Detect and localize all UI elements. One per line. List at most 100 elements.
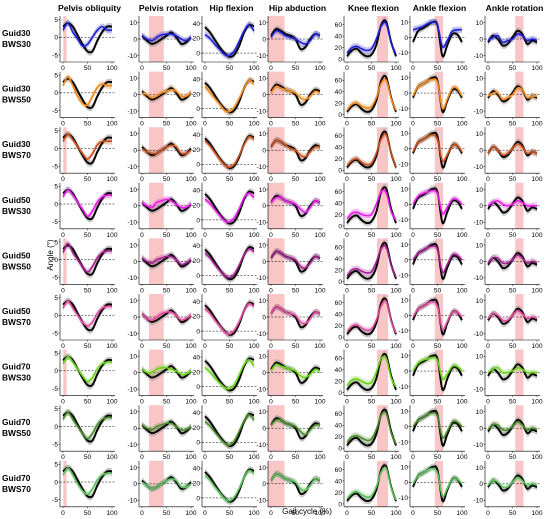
x-tick-label: 0 (140, 65, 144, 72)
x-tick-label: 0 (269, 399, 273, 406)
y-tick-label: 5 (54, 295, 58, 302)
phase-band (63, 349, 67, 396)
x-tick-label: 50 (163, 65, 171, 72)
panel: 50-50 50 100 (52, 71, 118, 128)
panel: 100-100 50 100 (127, 238, 197, 294)
y-tick-label: -10 (127, 275, 137, 282)
x-tick-label: 100 (248, 454, 259, 461)
series-line (346, 299, 397, 334)
series-spread (413, 298, 462, 334)
reference-spread (347, 239, 396, 282)
y-tick-label: -10 (473, 275, 483, 282)
y-tick-label: -10 (256, 442, 266, 449)
y-tick-label: 10 (401, 298, 409, 305)
phase-band (377, 71, 388, 118)
reference-line (270, 83, 321, 106)
x-tick-label: 0 (140, 399, 144, 406)
panel: 100-100 50 100 (473, 16, 543, 72)
x-tick-label: 50 (163, 176, 171, 183)
y-tick-label: 40 (193, 188, 201, 195)
series-line (412, 467, 463, 498)
y-tick-label: 10 (401, 186, 409, 193)
y-tick-label: 20 (193, 258, 201, 265)
x-tick-label: 50 (368, 65, 376, 72)
y-tick-label: 5 (54, 239, 58, 246)
x-tick-label: 100 (185, 65, 196, 72)
y-tick-label: 0 (196, 273, 200, 280)
series-spread (63, 73, 112, 109)
x-tick-label: 100 (456, 65, 467, 72)
phase-band (377, 349, 388, 396)
y-tick-label: 60 (335, 467, 343, 474)
x-tick-label: 50 (226, 232, 234, 239)
x-tick-label: 50 (368, 510, 376, 517)
y-tick-label: 0 (262, 92, 266, 99)
x-tick-label: 50 (226, 454, 234, 461)
y-tick-label: 40 (193, 466, 201, 473)
x-tick-label: 100 (106, 287, 117, 294)
x-tick-label: 100 (185, 343, 196, 350)
x-tick-label: 0 (345, 287, 349, 294)
reference-line (141, 31, 192, 46)
panel: 100-100 50 100 (256, 71, 326, 128)
x-axis-label: Gait cycle (%) (282, 507, 332, 516)
y-tick-label: 60 (335, 244, 343, 251)
phase-band (148, 405, 164, 452)
y-tick-label: 10 (401, 131, 409, 138)
reference-spread (347, 406, 396, 449)
x-tick-label: 50 (292, 287, 300, 294)
reference-spread (413, 129, 462, 171)
x-tick-label: 50 (368, 343, 376, 350)
panel: 100-100 50 100 (256, 349, 326, 406)
y-tick-label: 0 (479, 92, 483, 99)
y-tick-label: 0 (338, 335, 342, 342)
x-tick-label: 50 (226, 176, 234, 183)
series-line (270, 472, 321, 492)
x-tick-label: 50 (163, 121, 171, 128)
series-line (141, 33, 192, 42)
y-tick-label: 20 (193, 91, 201, 98)
y-tick-label: 40 (335, 367, 343, 374)
y-tick-label: -10 (398, 495, 408, 502)
phase-band (377, 127, 388, 174)
y-tick-label: 10 (476, 409, 484, 416)
row-label-guidance: Guid50 (2, 195, 31, 205)
series-spread (347, 352, 396, 391)
phase-band (377, 294, 388, 340)
x-tick-label: 100 (314, 232, 325, 239)
row-label-bws: BWS30 (2, 373, 31, 383)
x-tick-label: 100 (185, 399, 196, 406)
x-tick-label: 100 (390, 176, 401, 183)
y-tick-label: 40 (193, 299, 201, 306)
y-tick-label: 0 (404, 146, 408, 153)
reference-line (141, 253, 192, 268)
x-tick-label: 50 (509, 287, 517, 294)
x-tick-label: 0 (140, 121, 144, 128)
x-tick-label: 0 (203, 510, 207, 517)
y-tick-label: -10 (398, 161, 408, 168)
series-line (270, 363, 321, 379)
y-tick-label: 20 (335, 490, 343, 497)
y-tick-label: 20 (335, 434, 343, 441)
series-line (204, 135, 255, 169)
x-tick-label: 0 (269, 454, 273, 461)
y-tick-label: 0 (133, 259, 137, 266)
y-tick-label: -10 (256, 498, 266, 505)
panel: 60 40 20 00 50 100 (335, 127, 402, 183)
y-tick-label: 0 (133, 36, 137, 43)
y-tick-label: -5 (52, 108, 58, 115)
series-spread (205, 356, 254, 393)
series-line (141, 478, 192, 490)
x-tick-label: 0 (61, 287, 65, 294)
y-tick-label: 0 (54, 368, 58, 375)
series-line (62, 300, 113, 327)
y-tick-label: -10 (473, 108, 483, 115)
series-line (204, 79, 255, 113)
y-tick-label: 20 (193, 314, 201, 321)
reference-spread (347, 183, 396, 227)
x-tick-label: 0 (486, 65, 490, 72)
x-tick-label: 50 (226, 510, 234, 517)
x-tick-label: 100 (531, 510, 542, 517)
y-tick-label: -10 (473, 498, 483, 505)
